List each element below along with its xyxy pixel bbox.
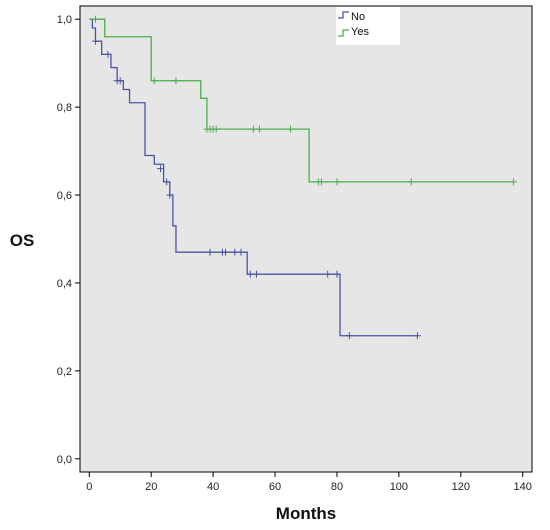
censor-mark-no <box>413 332 421 340</box>
censor-mark-no <box>156 165 164 173</box>
censor-mark-no <box>231 248 239 256</box>
censor-mark-no <box>333 270 341 278</box>
x-tick-label: 120 <box>452 481 470 493</box>
censor-mark-no <box>116 77 124 85</box>
series-no <box>89 18 421 340</box>
x-tick-label: 20 <box>145 481 157 493</box>
legend-swatch-yes <box>338 29 349 37</box>
censor-mark-yes <box>317 178 325 186</box>
censor-mark-yes <box>91 15 99 23</box>
censor-mark-no <box>324 270 332 278</box>
y-tick-label: 1,0 <box>57 14 72 26</box>
x-tick-label: 60 <box>269 481 281 493</box>
censor-mark-no <box>163 178 171 186</box>
legend-swatch-no <box>338 11 349 19</box>
censor-mark-no <box>222 248 230 256</box>
censor-mark-yes <box>249 125 257 133</box>
x-axis-title: Months <box>276 504 336 523</box>
censor-mark-no <box>206 248 214 256</box>
censor-mark-yes <box>407 178 415 186</box>
legend-box <box>336 7 400 45</box>
y-tick-label: 0,4 <box>57 278 72 290</box>
y-tick-label: 0,2 <box>57 366 72 378</box>
censor-mark-no <box>237 248 245 256</box>
y-tick-label: 0,8 <box>57 102 72 114</box>
x-tick-label: 100 <box>390 481 408 493</box>
plot-area <box>79 5 533 473</box>
x-tick-label: 40 <box>207 481 219 493</box>
censor-mark-yes <box>287 125 295 133</box>
legend-label-no: No <box>351 11 365 23</box>
axis-layer: 0 20 40 60 80 100 120 140 0,0 0,2 0,4 0,6 0,8 1,0 <box>57 14 532 493</box>
series-line-yes <box>89 18 514 183</box>
censor-mark-no <box>166 191 174 199</box>
censor-mark-yes <box>509 178 517 186</box>
legend-label-yes: Yes <box>351 26 369 38</box>
censor-mark-no <box>104 50 112 58</box>
y-tick-label: 0,0 <box>57 454 72 466</box>
series-yes <box>89 15 517 186</box>
censor-mark-no <box>246 270 254 278</box>
y-axis-title: OS <box>10 231 35 250</box>
legend: No Yes <box>336 7 400 45</box>
series-layer <box>89 15 517 340</box>
censor-mark-yes <box>256 125 264 133</box>
censor-mark-no <box>91 37 99 45</box>
censor-mark-yes <box>212 125 220 133</box>
x-tick-label: 0 <box>86 481 92 493</box>
censor-mark-yes <box>172 77 180 85</box>
x-tick-label: 80 <box>331 481 343 493</box>
y-tick-label: 0,6 <box>57 190 72 202</box>
censor-mark-yes <box>333 178 341 186</box>
censor-mark-no <box>345 332 353 340</box>
censor-mark-yes <box>150 77 158 85</box>
x-tick-label: 140 <box>514 481 532 493</box>
series-line-no <box>89 18 418 337</box>
censor-mark-no <box>252 270 260 278</box>
